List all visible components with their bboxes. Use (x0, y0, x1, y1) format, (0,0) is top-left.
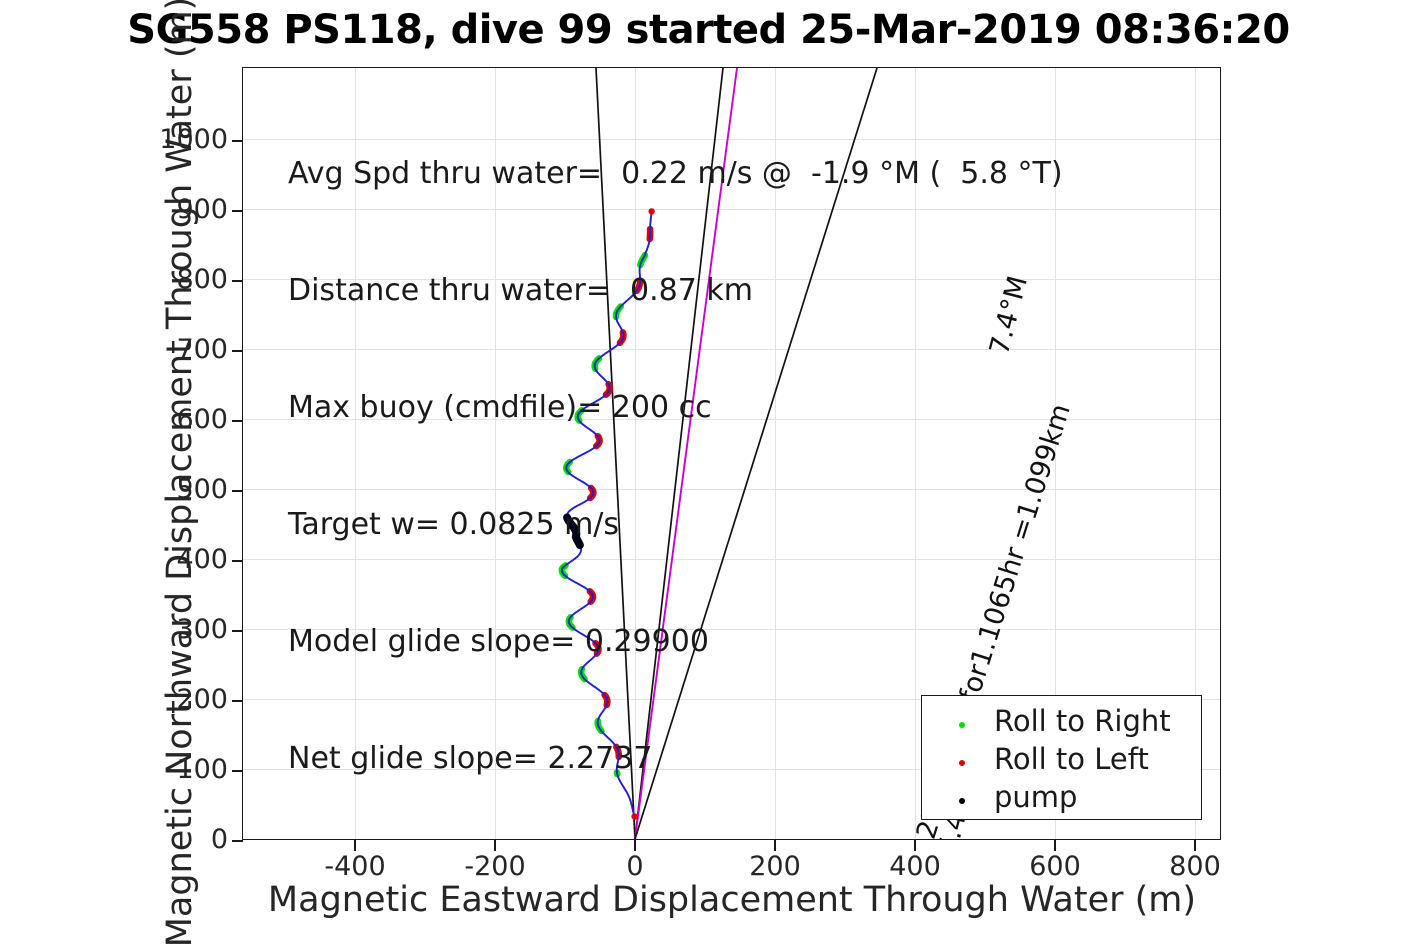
x-tick (354, 840, 356, 851)
y-tick-label: 0 (108, 824, 228, 855)
y-tick (232, 770, 243, 772)
annotation-avg-speed: Avg Spd thru water= 0.22 m/s @ -1.9 °M (… (288, 154, 1063, 193)
y-tick-label: 600 (108, 404, 228, 435)
x-tick (634, 840, 636, 851)
y-tick-label: 700 (108, 334, 228, 365)
y-tick-label: 200 (108, 684, 228, 715)
x-tick-label: 200 (705, 851, 845, 882)
x-tick-label: 600 (985, 851, 1125, 882)
y-tick-label: 400 (108, 544, 228, 575)
pump-marker-icon (944, 790, 980, 804)
y-tick (232, 700, 243, 702)
x-tick (914, 840, 916, 851)
roll-to-left-marker-icon (944, 752, 980, 766)
legend-label: pump (994, 780, 1077, 814)
legend-label: Roll to Right (994, 704, 1171, 738)
annotation-model-slope: Model glide slope= 0.29900 (288, 622, 1063, 661)
annotation-distance: Distance thru water= 0.87 km (288, 271, 1063, 310)
legend-item-roll-to-right[interactable]: Roll to Right (922, 702, 1201, 740)
x-tick (1054, 840, 1056, 851)
x-tick-label: -200 (425, 851, 565, 882)
y-tick-label: 100 (108, 754, 228, 785)
x-tick-label: 0 (565, 851, 705, 882)
legend-label: Roll to Left (994, 742, 1149, 776)
x-tick (1194, 840, 1196, 851)
x-tick (494, 840, 496, 851)
gridline-horizontal (243, 839, 1220, 840)
y-tick-label: 900 (108, 194, 228, 225)
annotation-max-buoy: Max buoy (cmdfile)= 200 cc (288, 388, 1063, 427)
annotation-target-w: Target w= 0.0825 m/s (288, 505, 1063, 544)
y-tick-label: 800 (108, 264, 228, 295)
page-title: SG558 PS118, dive 99 started 25-Mar-2019… (0, 2, 1417, 58)
x-tick-label: 800 (1125, 851, 1265, 882)
roll-to-right-marker-icon (944, 714, 980, 728)
legend-item-pump[interactable]: pump (922, 778, 1201, 816)
x-axis-label: Magnetic Eastward Displacement Through W… (242, 880, 1222, 920)
y-tick (232, 420, 243, 422)
y-tick (232, 210, 243, 212)
legend-item-roll-to-left[interactable]: Roll to Left (922, 740, 1201, 778)
x-tick-label: 400 (845, 851, 985, 882)
x-tick-label: -400 (285, 851, 425, 882)
y-tick (232, 490, 243, 492)
y-tick-label: 300 (108, 614, 228, 645)
y-tick (232, 630, 243, 632)
y-tick (232, 840, 243, 842)
legend: Roll to Right Roll to Left pump (921, 695, 1202, 820)
y-tick-label: 1000 (108, 124, 228, 155)
y-tick-label: 500 (108, 474, 228, 505)
y-tick (232, 560, 243, 562)
y-tick (232, 140, 243, 142)
y-tick (232, 350, 243, 352)
x-tick (774, 840, 776, 851)
y-tick (232, 280, 243, 282)
